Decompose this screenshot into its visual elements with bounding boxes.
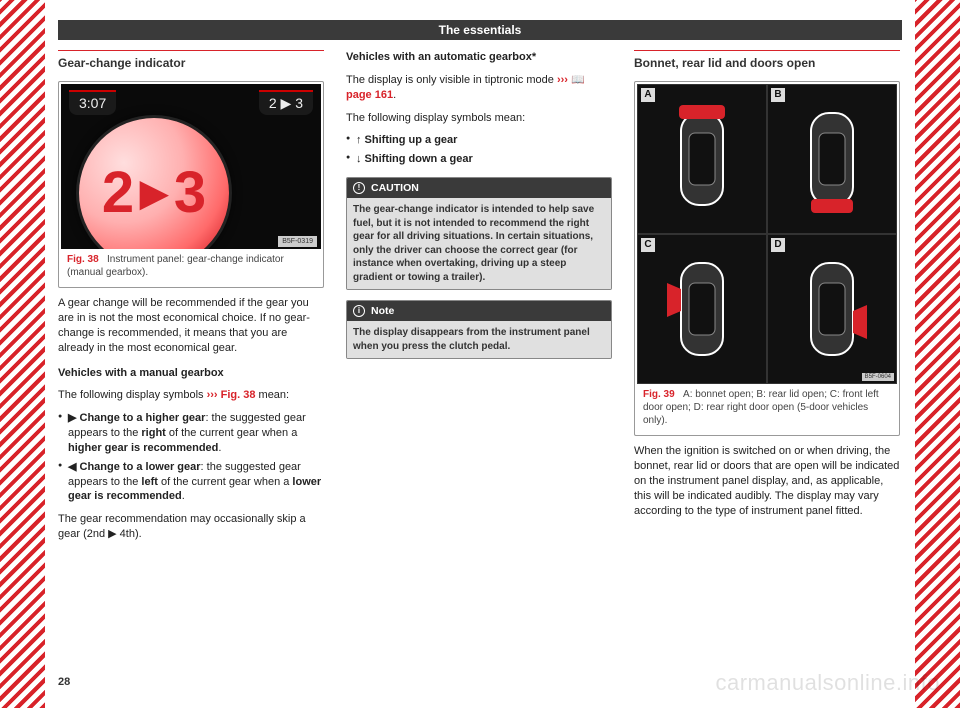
figure-39-code: B5F-0604 [862,373,894,381]
bullet-higher-gear: ▶ Change to a higher gear: the suggested… [58,411,324,456]
txt: higher gear is recommended [68,442,218,454]
txt: ↑ Shifting up a gear [356,134,457,146]
txt: . [393,89,396,101]
caution-title: CAUTION [371,181,419,195]
car-cell-b: B [767,84,897,234]
car-cell-c: C [637,234,767,384]
column-2: Vehicles with an automatic gearbox* The … [346,50,612,550]
section-title-gear-change: Gear-change indicator [58,50,324,81]
txt: The following display symbols [58,389,207,401]
section-title-bonnet: Bonnet, rear lid and doors open [634,50,900,81]
bullet-lower-gear: ◀ Change to a lower gear: the suggested … [58,460,324,505]
caution-icon: ! [353,182,365,194]
dash-gear-small: 2 ▶ 3 [259,90,313,115]
para-symbols-mean: The following display symbols ››› Fig. 3… [58,388,324,403]
figure-38-number: Fig. 38 [67,254,99,265]
corner-c: C [641,238,655,252]
figure-38-code: B5F-0319 [278,236,317,247]
txt: left [141,476,158,488]
column-1: Gear-change indicator 3:07 2 ▶ 3 2 ▶ 3 [58,50,324,550]
dash-time: 3:07 [69,90,116,115]
figure-38: 3:07 2 ▶ 3 2 ▶ 3 B5F-0319 Fig. 38 Ins [58,81,324,288]
subhead-manual: Vehicles with a manual gearbox [58,366,324,381]
figure-39-caption: Fig. 39 A: bonnet open; B: rear lid open… [637,384,897,433]
figure-39: A B [634,81,900,436]
txt: ◀ Change to a lower gear [68,461,201,473]
para-ignition: When the ignition is switched on or when… [634,444,900,518]
link-fig38: ››› Fig. 38 [207,389,256,401]
note-body: The display disappears from the instrume… [347,321,611,358]
txt: ▶ Change to a higher gear [68,412,205,424]
txt: . [182,490,185,502]
car-top-icon [667,249,737,369]
note-title: Note [371,304,394,318]
car-top-icon [797,249,867,369]
bullet-shift-down: ↓ Shifting down a gear [346,152,612,167]
gear-from: 2 [102,154,134,232]
figure-38-image: 3:07 2 ▶ 3 2 ▶ 3 B5F-0319 [61,84,321,249]
dash-gear-circle: 2 ▶ 3 [79,118,229,249]
caution-body: The gear-change indicator is intended to… [347,198,611,289]
page-number: 28 [58,676,70,688]
txt: . [218,442,221,454]
subhead-automatic: Vehicles with an automatic gearbox* [346,50,612,65]
corner-d: D [771,238,785,252]
para-skip-gear: The gear recommendation may occasionally… [58,512,324,542]
caution-box: ! CAUTION The gear-change indicator is i… [346,177,612,290]
figure-38-caption-body: Instrument panel: gear-change indicator … [67,254,284,278]
gear-arrow-icon: ▶ [140,169,168,218]
watermark: carmanualsonline.info [715,670,940,696]
para-gear-intro: A gear change will be recommended if the… [58,296,324,355]
caution-head: ! CAUTION [347,178,611,198]
txt: The display is only visible in tiptronic… [346,74,557,86]
txt: mean: [255,389,289,401]
para-symbols-mean-2: The following display symbols mean: [346,111,612,126]
chapter-header: The essentials [58,20,902,40]
corner-a: A [641,88,655,102]
column-3: Bonnet, rear lid and doors open A [634,50,900,550]
txt: of the current gear when a [158,476,293,488]
car-top-icon [797,99,867,219]
note-icon: i [353,305,365,317]
corner-b: B [771,88,785,102]
figure-38-caption: Fig. 38 Instrument panel: gear-change in… [61,249,321,285]
note-head: i Note [347,301,611,321]
figure-39-number: Fig. 39 [643,389,675,400]
car-top-icon [667,99,737,219]
figure-39-image: A B [637,84,897,384]
page-content: The essentials Gear-change indicator 3:0… [58,20,902,688]
car-cell-d: D B5F-0604 [767,234,897,384]
bullet-shift-up: ↑ Shifting up a gear [346,133,612,148]
gear-to: 3 [174,154,206,232]
note-box: i Note The display disappears from the i… [346,300,612,359]
txt: right [141,427,165,439]
para-tiptronic: The display is only visible in tiptronic… [346,73,612,103]
txt: of the current gear when a [166,427,297,439]
txt: ↓ Shifting down a gear [356,153,473,165]
car-cell-a: A [637,84,767,234]
